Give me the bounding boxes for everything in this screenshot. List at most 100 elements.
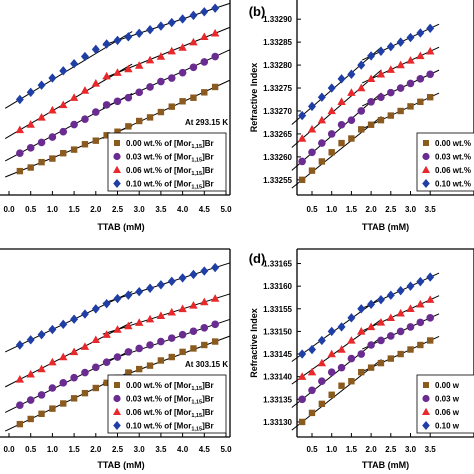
legend-marker-circle	[422, 394, 430, 403]
data-point-square	[49, 405, 56, 412]
data-point-circle	[37, 138, 46, 147]
data-point-square	[387, 112, 394, 119]
data-point-diamond	[357, 60, 366, 70]
data-point-diamond	[426, 23, 435, 34]
data-point-diamond	[189, 10, 198, 21]
data-point-circle	[327, 368, 336, 376]
legend-subscript: 1,15	[191, 386, 202, 392]
data-point-diamond	[178, 14, 187, 24]
legend-text-end: ]Br	[202, 180, 214, 189]
data-point-circle	[298, 395, 306, 404]
data-point-diamond	[178, 273, 187, 283]
data-point-circle	[178, 330, 187, 339]
legend-label: 0.10 wt.%	[435, 180, 471, 189]
y-axis-title: Refractive Index	[249, 308, 259, 378]
x-tick-label: 2.5	[112, 445, 124, 454]
data-point-triangle	[357, 327, 366, 335]
data-point-circle	[211, 52, 219, 61]
legend-marker-square	[423, 382, 429, 388]
data-point-circle	[59, 379, 68, 387]
data-point-circle	[124, 93, 133, 102]
panel-2: 0.5 1.0 1.5 2.0 2.5 3.0 3.5 TTAB (mM) 1.33255 1.3…	[249, 0, 474, 232]
x-tick-label: 1.5	[69, 205, 81, 214]
data-point-diamond	[416, 276, 425, 287]
data-point-square	[16, 167, 24, 175]
data-point-diamond	[124, 290, 133, 300]
data-point-triangle	[396, 60, 405, 69]
legend-text: 0.10 wt.% of [Mor	[126, 180, 191, 189]
data-point-triangle	[48, 357, 57, 366]
data-point-diamond	[80, 309, 89, 319]
legend-text: 0.10 w	[435, 422, 460, 431]
data-point-triangle	[426, 46, 435, 55]
data-point-diamond	[26, 335, 35, 345]
data-point-triangle	[102, 71, 111, 80]
legend-marker-triangle	[113, 165, 121, 173]
data-point-square	[201, 89, 208, 96]
x-tick-label: 3.5	[155, 205, 167, 214]
data-point-circle	[318, 139, 326, 147]
data-point-square	[338, 382, 345, 389]
data-point-circle	[426, 70, 435, 79]
data-point-square	[27, 164, 34, 171]
temperature-label: At 293.15 K	[185, 118, 228, 127]
data-point-triangle	[307, 367, 317, 376]
data-point-circle	[416, 318, 425, 327]
fit-line-triangle-1	[291, 319, 382, 385]
x-tick-label: 3.5	[425, 205, 437, 214]
data-point-diamond	[298, 110, 307, 121]
legend-label: 0.00 w	[435, 381, 460, 390]
data-point-triangle	[26, 369, 35, 378]
panel-3: 0.0 0.5 1.0 1.5 2.0 2.5 3.0 3.5 4.0 4.5 5.0 TTAB (m…	[0, 248, 232, 470]
data-point-triangle	[102, 330, 111, 338]
data-point-circle	[377, 93, 385, 102]
data-point-triangle	[69, 93, 79, 101]
data-point-diamond	[59, 66, 68, 76]
y-tick-label: 1.33150	[263, 327, 292, 336]
data-point-square	[81, 141, 89, 148]
data-point-square	[407, 103, 414, 110]
y-tick-label: 1.33255	[263, 176, 292, 185]
data-point-circle	[167, 74, 176, 82]
data-point-circle	[318, 377, 326, 386]
data-point-circle	[347, 116, 356, 124]
x-tick-label: 0.5	[306, 205, 318, 214]
data-point-diamond	[37, 80, 46, 90]
fit-line-diamond-2	[102, 2, 230, 46]
data-point-square	[70, 395, 78, 402]
data-point-square	[125, 123, 132, 130]
legend-text-end: ]Br	[202, 153, 214, 162]
data-point-diamond	[211, 3, 220, 13]
data-point-diamond	[317, 335, 326, 346]
panel-label: (d)	[249, 251, 266, 266]
x-tick-label: 3.0	[405, 445, 417, 454]
y-tick-label: 1.33130	[263, 418, 292, 427]
fit-line-circle-1	[4, 349, 133, 413]
data-point-triangle	[15, 125, 25, 134]
data-point-triangle	[15, 375, 25, 383]
data-point-circle	[26, 144, 35, 152]
data-point-triangle	[80, 86, 90, 94]
x-tick-label: 2.0	[90, 205, 102, 214]
legend-label: 0.03 w	[435, 395, 460, 404]
legend-label: 0.06 wt.%	[435, 166, 471, 175]
data-point-circle	[48, 384, 57, 392]
y-tick-label: 1.33160	[263, 282, 292, 291]
data-point-square	[308, 409, 316, 417]
data-point-diamond	[48, 73, 57, 83]
data-point-diamond	[189, 269, 198, 280]
data-point-triangle	[406, 304, 415, 312]
data-point-circle	[357, 350, 366, 358]
y-tick-label: 1.33165	[263, 260, 292, 269]
data-point-triangle	[210, 294, 220, 302]
data-point-diamond	[37, 329, 46, 340]
data-point-triangle	[366, 322, 376, 331]
data-point-diamond	[15, 94, 24, 105]
data-point-triangle	[135, 318, 144, 326]
x-tick-label: 5.0	[220, 205, 232, 214]
data-point-diamond	[200, 266, 209, 276]
data-point-circle	[135, 344, 143, 353]
fit-line-circle-1	[291, 336, 382, 408]
x-axis-title: TTAB (mM)	[362, 222, 409, 232]
data-point-circle	[337, 120, 346, 129]
